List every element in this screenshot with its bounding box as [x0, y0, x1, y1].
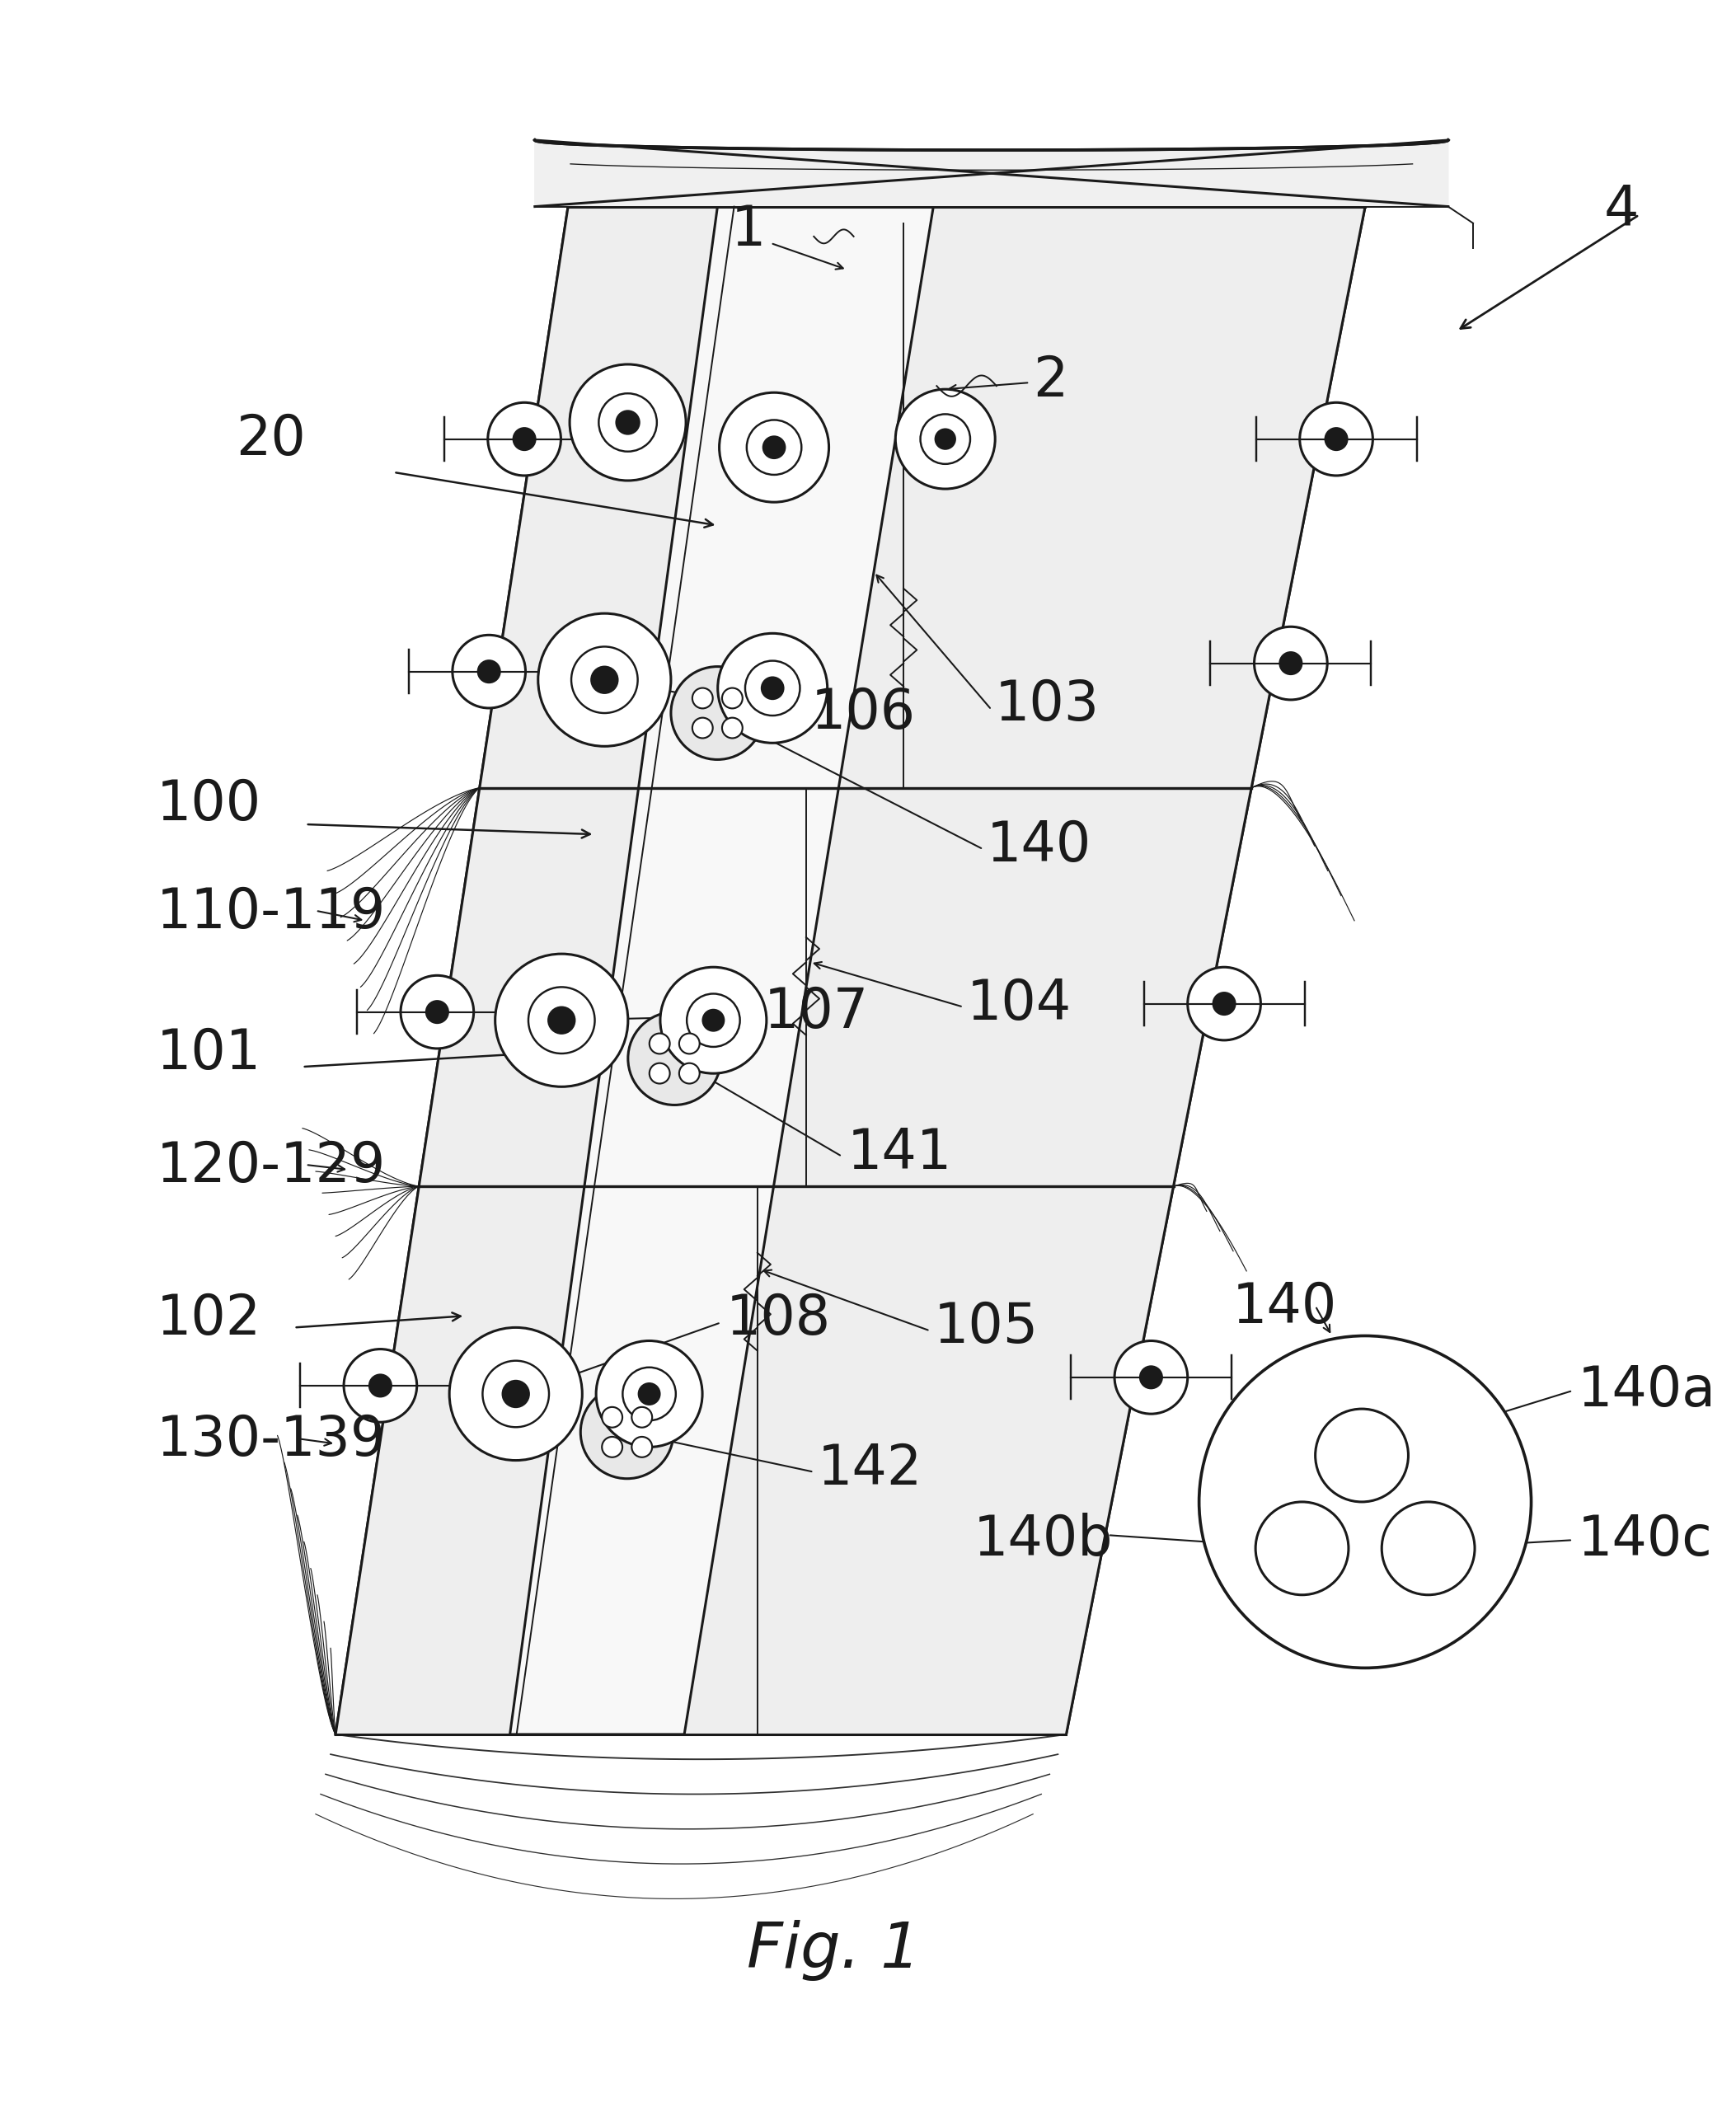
Text: 140: 140: [1233, 1281, 1337, 1334]
Circle shape: [538, 613, 670, 746]
Circle shape: [1325, 428, 1347, 451]
Text: 2: 2: [1033, 354, 1068, 409]
Text: 140b: 140b: [972, 1513, 1113, 1568]
Text: 104: 104: [967, 976, 1071, 1030]
Circle shape: [936, 430, 955, 449]
Circle shape: [483, 1361, 549, 1426]
Text: 105: 105: [934, 1300, 1038, 1355]
Circle shape: [639, 1384, 660, 1405]
Circle shape: [719, 392, 828, 501]
Text: 140a: 140a: [1578, 1363, 1717, 1418]
Circle shape: [569, 365, 686, 480]
Circle shape: [450, 1327, 582, 1460]
Circle shape: [693, 718, 713, 737]
Circle shape: [649, 1032, 670, 1054]
Circle shape: [693, 689, 713, 708]
Circle shape: [1200, 1336, 1531, 1669]
Polygon shape: [479, 206, 717, 788]
Circle shape: [1382, 1502, 1476, 1595]
Circle shape: [1115, 1340, 1187, 1414]
Text: 103: 103: [995, 678, 1099, 731]
Circle shape: [920, 415, 970, 464]
Polygon shape: [418, 788, 639, 1186]
Polygon shape: [684, 1186, 1174, 1734]
Circle shape: [746, 419, 802, 474]
Circle shape: [370, 1374, 391, 1397]
Circle shape: [571, 647, 637, 712]
Text: 20: 20: [236, 411, 306, 466]
Circle shape: [722, 718, 743, 737]
Text: 120-129: 120-129: [156, 1140, 385, 1195]
Circle shape: [477, 662, 500, 683]
Circle shape: [1253, 626, 1328, 700]
Text: 108: 108: [726, 1292, 830, 1346]
Text: 140: 140: [986, 820, 1092, 872]
Polygon shape: [535, 141, 1448, 206]
Circle shape: [427, 1001, 448, 1022]
Text: 4: 4: [1604, 183, 1639, 238]
Circle shape: [623, 1367, 675, 1420]
Circle shape: [632, 1437, 653, 1458]
Circle shape: [602, 1437, 623, 1458]
Circle shape: [599, 394, 656, 451]
Circle shape: [1213, 992, 1234, 1016]
Circle shape: [580, 1386, 674, 1479]
Text: 130-139: 130-139: [156, 1414, 385, 1469]
Circle shape: [670, 666, 764, 759]
Circle shape: [514, 428, 535, 451]
Circle shape: [717, 634, 828, 744]
Circle shape: [1279, 653, 1302, 674]
Circle shape: [703, 1009, 724, 1030]
Circle shape: [722, 689, 743, 708]
Circle shape: [764, 436, 785, 459]
Text: 140c: 140c: [1578, 1513, 1713, 1568]
Circle shape: [1300, 402, 1373, 476]
Circle shape: [595, 1340, 703, 1448]
Text: 107: 107: [764, 984, 870, 1039]
Circle shape: [628, 1011, 720, 1104]
Circle shape: [687, 995, 740, 1047]
Circle shape: [344, 1348, 417, 1422]
Circle shape: [762, 676, 783, 700]
Circle shape: [616, 411, 639, 434]
Text: 1: 1: [731, 202, 766, 257]
Text: 101: 101: [156, 1026, 260, 1081]
Circle shape: [592, 666, 618, 693]
Circle shape: [528, 986, 595, 1054]
Circle shape: [502, 1380, 529, 1407]
Circle shape: [896, 390, 995, 489]
Text: 141: 141: [847, 1125, 951, 1180]
Circle shape: [1141, 1365, 1161, 1389]
Circle shape: [488, 402, 561, 476]
Text: 106: 106: [811, 687, 915, 740]
Text: 142: 142: [818, 1441, 922, 1496]
Polygon shape: [838, 206, 1364, 788]
Circle shape: [632, 1407, 653, 1426]
Circle shape: [745, 662, 800, 716]
Polygon shape: [774, 788, 1252, 1186]
Text: 100: 100: [156, 777, 260, 832]
Polygon shape: [335, 1186, 585, 1734]
Text: Fig. 1: Fig. 1: [746, 1919, 920, 1981]
Circle shape: [1255, 1502, 1349, 1595]
Text: 110-119: 110-119: [156, 885, 385, 940]
Text: 102: 102: [156, 1292, 260, 1346]
Circle shape: [660, 967, 767, 1072]
Circle shape: [679, 1064, 700, 1083]
Polygon shape: [335, 206, 1364, 1734]
Circle shape: [602, 1407, 623, 1426]
Circle shape: [549, 1007, 575, 1035]
Circle shape: [679, 1032, 700, 1054]
Circle shape: [1316, 1410, 1408, 1502]
Circle shape: [1187, 967, 1260, 1041]
Circle shape: [401, 976, 474, 1049]
Circle shape: [453, 634, 526, 708]
Circle shape: [495, 954, 628, 1087]
Circle shape: [649, 1064, 670, 1083]
